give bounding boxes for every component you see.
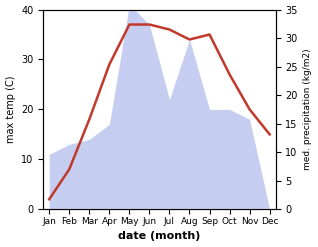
Y-axis label: med. precipitation (kg/m2): med. precipitation (kg/m2) [303, 49, 313, 170]
X-axis label: date (month): date (month) [118, 231, 201, 242]
Y-axis label: max temp (C): max temp (C) [5, 76, 16, 143]
